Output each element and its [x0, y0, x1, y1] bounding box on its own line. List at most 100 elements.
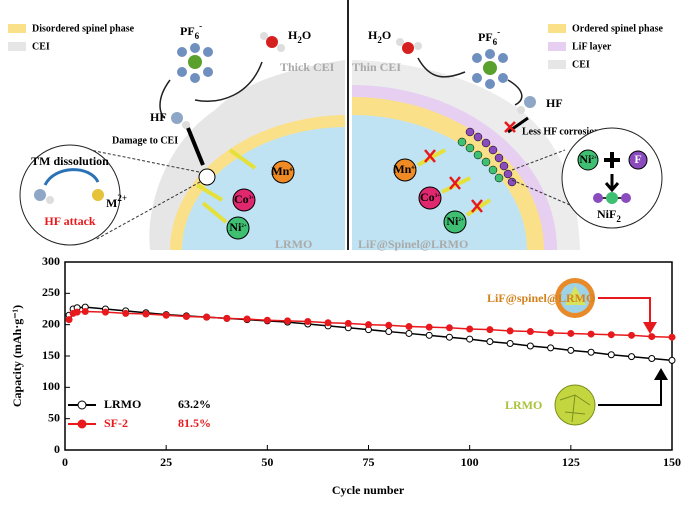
formula: H: [288, 28, 298, 42]
cross: [504, 121, 516, 133]
x-tick-label: 75: [363, 455, 375, 469]
data-point: [506, 339, 514, 347]
data-point: [466, 325, 474, 333]
sphere-illustration: [565, 286, 586, 305]
data-point: [668, 333, 676, 341]
arrow: [654, 368, 668, 380]
particle-label: LRMO: [275, 237, 312, 251]
data-point: [425, 323, 433, 331]
formula: O: [382, 28, 391, 42]
ion: [393, 158, 417, 182]
formula-sup: 4+: [411, 166, 417, 171]
data-point: [405, 323, 413, 331]
x-tick-label: 50: [261, 455, 273, 469]
hf-molecule: [517, 96, 536, 114]
ion-label: Co3+: [420, 190, 440, 204]
pf6-molecule: [177, 43, 213, 83]
nif2-molecule: [593, 192, 631, 204]
m2-label: M2+: [106, 193, 127, 210]
data-point: [628, 331, 636, 339]
arrow: [417, 57, 466, 78]
formula-sup: 2+: [591, 156, 597, 161]
data-point: [567, 346, 575, 354]
arrow: [643, 322, 657, 334]
data-point: [607, 351, 615, 359]
data-point: [284, 317, 292, 325]
legend-swatch: [548, 42, 566, 51]
zoom-circle: [19, 144, 121, 246]
less-label: Less HF corrosion: [522, 126, 600, 137]
sphere-illustration: [559, 394, 591, 423]
annotation: LRMO: [505, 398, 542, 412]
formula-sub: 2: [616, 214, 621, 224]
h2o-molecule: [396, 38, 422, 54]
crosses: [424, 149, 483, 213]
data-point: [445, 333, 453, 341]
data-point: [587, 348, 595, 356]
x-tick-label: 25: [160, 455, 172, 469]
pf6-label: PF6-: [478, 27, 500, 47]
data-point: [587, 330, 595, 338]
h2o-label: H2O: [368, 28, 391, 45]
annotation: LiF@spinel@LRMO: [487, 291, 595, 305]
formula: NiF: [597, 207, 616, 221]
formula-sub: 2: [377, 35, 382, 45]
arrow: [598, 374, 662, 406]
ion-label: F: [634, 152, 641, 166]
formula-sup: -: [199, 21, 202, 31]
y-tick-label: 50: [48, 410, 60, 424]
legend-label: Disordered spinel phase: [32, 23, 135, 34]
x-tick-label: 0: [62, 455, 68, 469]
formula: PF: [180, 24, 195, 38]
data-point: [142, 310, 150, 318]
schematic: Disordered spinel phase CEI Ordered spin…: [8, 0, 663, 251]
formula-sub: 6: [195, 31, 200, 41]
ion: [232, 188, 256, 212]
data-point: [81, 308, 89, 316]
y-tick-label: 250: [42, 285, 60, 299]
legend-label: Ordered spinel phase: [572, 23, 663, 34]
cei-label: Thick CEI: [280, 60, 335, 74]
formula: Mn: [271, 164, 289, 178]
zoom-line: [511, 149, 566, 171]
formula: Co: [420, 190, 435, 204]
cei-label: Thin CEI: [352, 60, 401, 74]
data-point: [263, 316, 271, 324]
attack-label: HF attack: [44, 214, 96, 228]
arrow: [186, 127, 205, 166]
data-point: [101, 308, 109, 316]
legend-marker: [77, 400, 87, 410]
formula-sup: 2+: [241, 224, 247, 229]
legend-label: LRMO: [104, 397, 141, 411]
core: [352, 115, 527, 250]
ion-arrows: [195, 148, 257, 224]
data-point: [567, 329, 575, 337]
formula-sup: 3+: [435, 194, 441, 199]
tm-label: TM dissolution: [31, 154, 109, 168]
data-point: [486, 338, 494, 346]
ion-label: Mn4+: [271, 164, 295, 178]
x-tick-label: 100: [461, 455, 479, 469]
legend-swatch: [8, 24, 26, 33]
data-point: [547, 329, 555, 337]
lif-particles: [465, 127, 517, 187]
arrow: [598, 297, 651, 328]
formula: Ni: [446, 214, 459, 228]
y-tick-label: 200: [42, 316, 60, 330]
data-point: [526, 342, 534, 350]
hf-label: HF: [150, 110, 167, 124]
hf-molecule: [46, 196, 54, 204]
formula: Co: [234, 192, 249, 206]
ion: [271, 160, 295, 184]
formula: PF: [478, 30, 493, 44]
data-point: [628, 353, 636, 361]
data-point: [122, 309, 130, 317]
data-point: [324, 319, 332, 327]
plus: [604, 152, 620, 168]
h2o-label: H2O: [288, 28, 311, 45]
x-tick-label: 125: [562, 455, 580, 469]
data-point: [344, 319, 352, 327]
arrow: [159, 79, 171, 119]
legend-label: CEI: [32, 41, 50, 52]
